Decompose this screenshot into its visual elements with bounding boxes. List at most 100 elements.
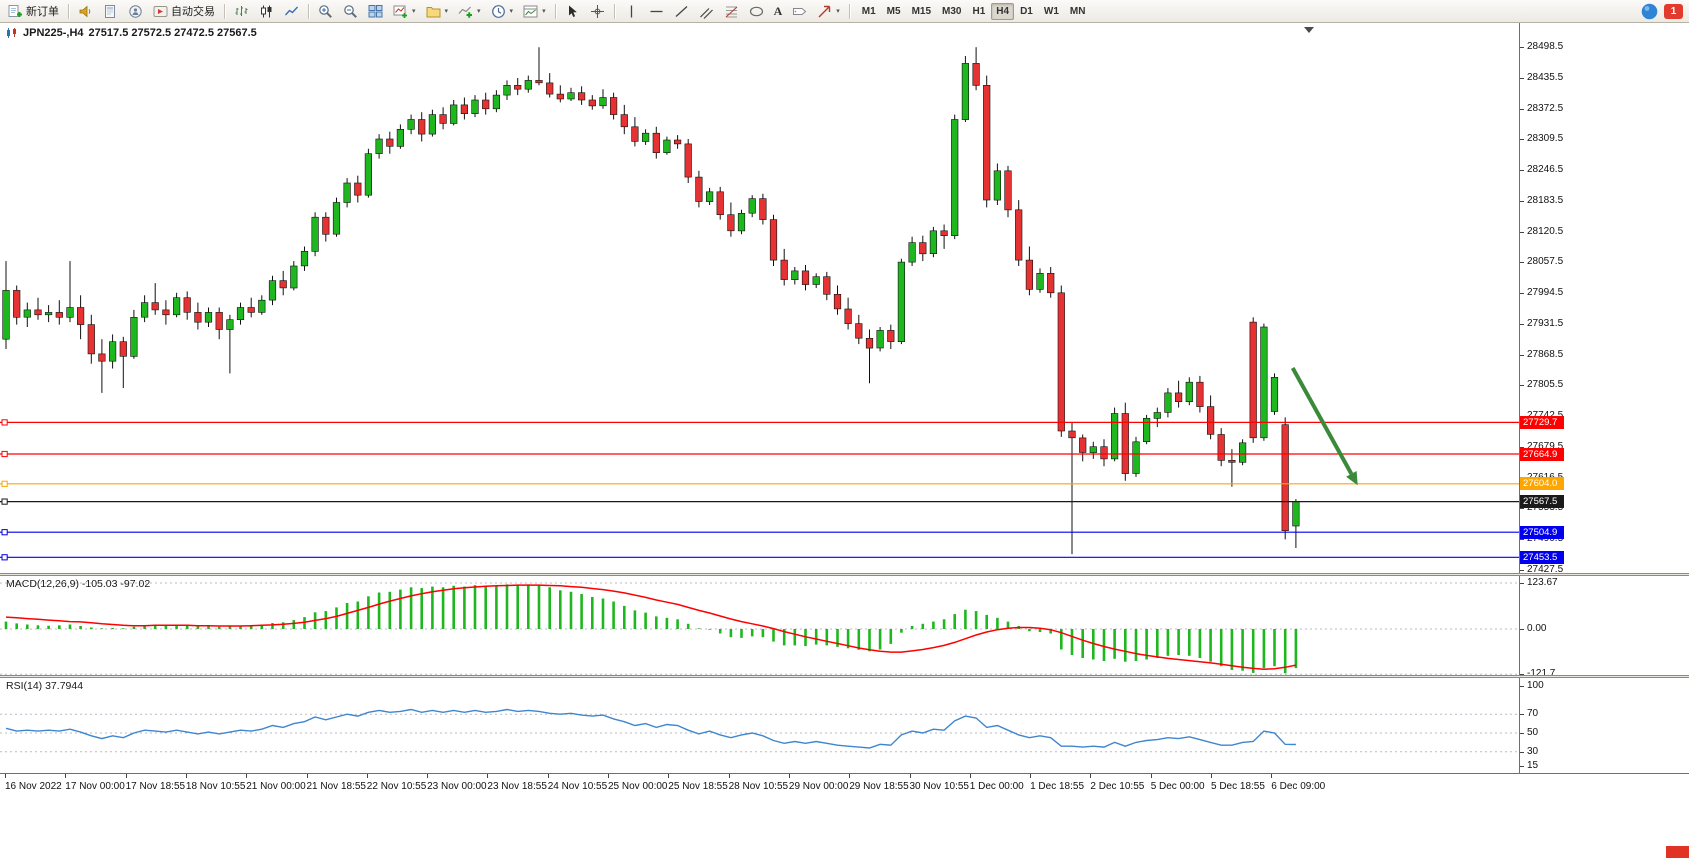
vertical-line-icon (630, 5, 632, 17)
chevron-down-icon: ▾ (444, 8, 449, 15)
line-chart-icon (284, 6, 299, 15)
price-axis-tick (1520, 47, 1524, 48)
line-chart-mode-button[interactable] (280, 1, 303, 22)
crosshair-tool-button[interactable] (586, 1, 609, 22)
price-axis-tick (1520, 323, 1524, 325)
chart-title: JPN225-,H4 27517.5 27572.5 27472.5 27567… (6, 27, 257, 39)
label-tool-button[interactable] (788, 1, 811, 22)
shapes-tool-button[interactable] (745, 1, 768, 22)
timeframe-button-mn[interactable]: MN (1069, 5, 1086, 17)
macd-canvas[interactable] (0, 576, 1519, 675)
time-axis-label: 23 Nov 18:55 (487, 781, 547, 792)
trend-arrow-annotation[interactable] (1290, 367, 1358, 486)
rsi-line[interactable] (5, 708, 1296, 749)
zoom-out-button[interactable] (339, 1, 362, 22)
main-chart-canvas[interactable] (0, 23, 1519, 573)
price-axis-label: 28498.5 (1527, 41, 1564, 52)
macd-signal-line[interactable] (5, 584, 1297, 670)
cursor-tool-button[interactable] (561, 1, 584, 22)
rsi-canvas[interactable] (0, 678, 1519, 773)
time-axis[interactable]: 16 Nov 2022 17 Nov 00:00 17 Nov 18:55 18 No… (0, 773, 1689, 798)
timeframe-button-m30[interactable]: M30 (942, 5, 962, 17)
macd-axis-tick (1520, 629, 1524, 630)
zoom-in-button[interactable] (314, 1, 337, 22)
time-axis-label: 17 Nov 18:55 (125, 781, 186, 792)
community-button[interactable] (124, 1, 147, 22)
templates-button[interactable]: ▾ (519, 1, 550, 22)
auto-trading-button[interactable]: 自动交易 (149, 1, 219, 22)
rsi-axis-tick (1520, 765, 1524, 767)
price-axis-tick (1520, 108, 1524, 110)
time-axis-label: 28 Nov 10:55 (728, 781, 789, 792)
timeframe-button-w1[interactable]: W1 (1043, 5, 1059, 17)
text-tool-button[interactable]: A (770, 1, 787, 22)
app-logo-icon[interactable] (1641, 3, 1658, 20)
candlestick-series[interactable] (2, 47, 1300, 555)
price-level-tag: 27729.7 (1520, 415, 1564, 429)
time-axis-label: 22 Nov 10:55 (366, 781, 427, 792)
bar-chart-mode-button[interactable] (230, 1, 253, 22)
price-axis-tick (1520, 385, 1524, 387)
time-axis-tick (5, 774, 6, 778)
time-axis-tick (1090, 774, 1092, 778)
price-axis-label: 27868.5 (1527, 348, 1564, 360)
price-axis[interactable]: 28498.5 28435.5 28372.5 28309.5 28246.5 28183… (1519, 23, 1689, 773)
rsi-axis-tick (1520, 733, 1524, 734)
text-tool-icon: A (773, 3, 783, 18)
price-level-tag: 27664.9 (1520, 447, 1564, 461)
time-axis-label: 17 Nov 00:00 (65, 781, 125, 792)
timeframe-button-h1[interactable]: H1 (972, 5, 986, 17)
periods-button[interactable]: ▾ (487, 1, 518, 22)
label-tag-icon (793, 7, 807, 15)
price-axis-tick (1520, 508, 1524, 510)
vertical-line-tool-button[interactable] (620, 1, 643, 22)
price-axis-tick (1520, 354, 1524, 356)
macd-axis-label: 123.67 (1527, 577, 1558, 588)
rsi-axis-tick (1520, 751, 1524, 753)
timeframe-button-m5[interactable]: M5 (886, 5, 901, 17)
rsi-axis-label: 50 (1527, 727, 1539, 738)
time-axis-tick (728, 774, 730, 778)
price-level-tag: 27504.9 (1520, 525, 1564, 539)
rsi-axis-tick (1520, 714, 1524, 716)
tile-windows-button[interactable] (364, 1, 387, 22)
timeframe-button-d1[interactable]: D1 (1020, 5, 1033, 17)
horizontal-level-lines[interactable] (0, 419, 1519, 561)
trendline-tool-button[interactable] (670, 1, 693, 22)
price-axis-label: 27931.5 (1527, 317, 1564, 329)
time-axis-label: 2 Dec 10:55 (1090, 781, 1145, 792)
indicators-button[interactable]: ▾ (454, 1, 485, 22)
timeframe-button-h4[interactable]: H4 (991, 2, 1015, 20)
fibonacci-tool-button[interactable] (720, 1, 743, 22)
macd-histogram[interactable] (4, 584, 1298, 674)
script-button[interactable] (99, 1, 122, 22)
profiles-button[interactable]: ▾ (422, 1, 453, 22)
timeframe-button-m15[interactable]: M15 (911, 5, 932, 17)
candle-chart-mode-button[interactable] (255, 1, 278, 22)
zoom-out-icon (344, 4, 357, 18)
time-axis-tick (849, 774, 851, 778)
macd-gridlines (0, 582, 1519, 675)
indicators-icon (458, 6, 473, 18)
time-axis-tick (1211, 774, 1212, 778)
script-icon (105, 4, 115, 18)
panel-splitter-macd[interactable] (0, 573, 1689, 576)
horizontal-line-tool-button[interactable] (645, 1, 668, 22)
scroll-position-marker[interactable] (1304, 27, 1314, 33)
price-axis-tick (1520, 293, 1524, 295)
notification-badge[interactable]: 1 (1664, 3, 1683, 19)
toolbar-separator (613, 3, 615, 19)
channel-tool-button[interactable] (695, 1, 718, 22)
new-chart-button[interactable]: ▾ (389, 1, 420, 22)
timeframe-toolbar: M1 M5 M15 M30 H1 H4 D1 W1 MN (857, 2, 1091, 20)
arrows-tool-button[interactable]: ▾ (813, 1, 844, 22)
price-level-tag: 27604.0 (1520, 477, 1564, 491)
new-order-button[interactable]: 新订单 (4, 1, 63, 22)
alerts-button[interactable] (74, 1, 97, 22)
price-level-tag: 27567.5 (1520, 495, 1564, 509)
timeframe-button-m1[interactable]: M1 (861, 5, 876, 17)
panel-splitter-rsi[interactable] (0, 675, 1689, 678)
price-axis-tick (1520, 200, 1524, 202)
trendline-icon (675, 5, 688, 17)
community-icon (129, 4, 142, 18)
